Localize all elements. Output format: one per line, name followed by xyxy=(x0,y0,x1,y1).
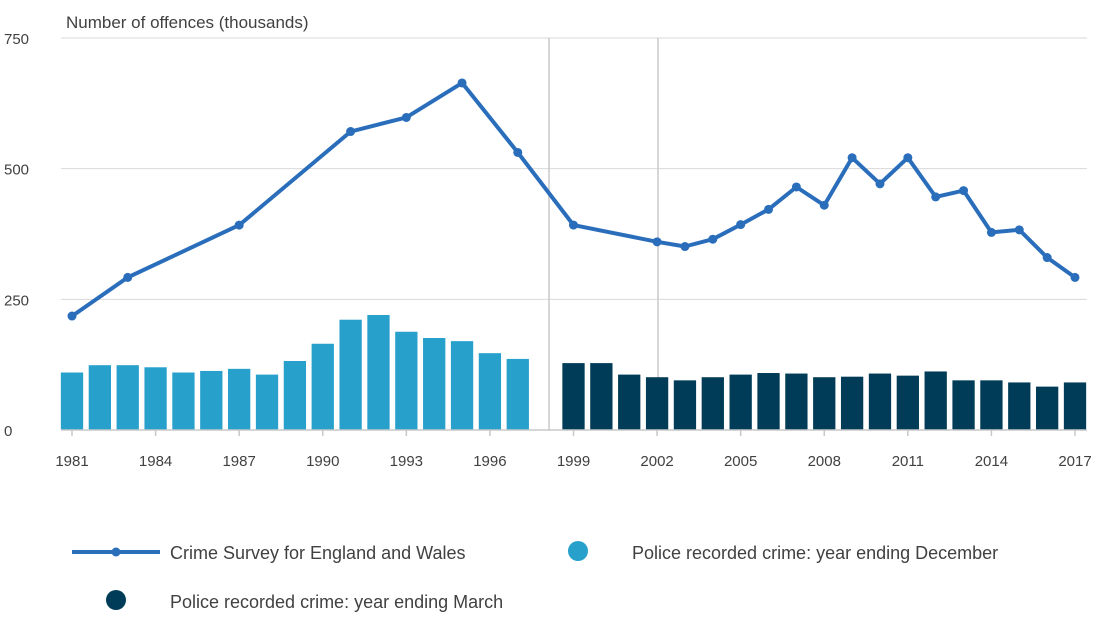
legend-label-survey: Crime Survey for England and Wales xyxy=(170,543,465,563)
bar-march-2015 xyxy=(1008,382,1031,430)
x-tick-label-1999: 1999 xyxy=(557,453,590,470)
bar-march-2006 xyxy=(757,373,780,430)
x-tick-label-1996: 1996 xyxy=(473,453,506,470)
bar-december-1986 xyxy=(200,370,223,430)
bar-march-2016 xyxy=(1035,386,1059,430)
legend-label-march: Police recorded crime: year ending March xyxy=(170,592,503,612)
survey-point-1997 xyxy=(513,147,523,157)
y-tick-label-250: 250 xyxy=(4,292,29,309)
bar-march-2013 xyxy=(952,380,975,430)
survey-point-2013 xyxy=(959,186,969,196)
survey-point-2003 xyxy=(680,242,690,252)
bar-march-2001 xyxy=(618,374,641,430)
survey-point-2004 xyxy=(708,234,718,244)
x-tick-label-2008: 2008 xyxy=(808,453,841,470)
legend-swatch-december xyxy=(568,541,588,561)
legend: Crime Survey for England and Wales Polic… xyxy=(72,541,998,612)
survey-point-1995 xyxy=(457,78,467,88)
y-tick-label-750: 750 xyxy=(4,31,29,48)
bar-december-1994 xyxy=(423,338,446,430)
survey-point-2007 xyxy=(791,182,801,192)
bar-march-2004 xyxy=(701,377,724,430)
bar-march-2009 xyxy=(840,376,864,430)
survey-point-1981 xyxy=(67,311,77,321)
bar-march-2014 xyxy=(980,380,1003,430)
survey-point-2008 xyxy=(819,200,829,210)
bar-march-2000 xyxy=(590,363,613,430)
line-series xyxy=(67,78,1080,321)
survey-point-2002 xyxy=(652,237,662,247)
bars xyxy=(60,315,1087,430)
bar-december-1983 xyxy=(116,365,139,430)
survey-point-2017 xyxy=(1070,272,1080,282)
survey-point-2016 xyxy=(1042,253,1052,263)
survey-point-2015 xyxy=(1014,225,1024,235)
bar-december-1989 xyxy=(283,361,307,430)
x-tick-label-1981: 1981 xyxy=(55,453,88,470)
bar-march-2003 xyxy=(673,380,697,430)
x-tick-label-1993: 1993 xyxy=(390,453,423,470)
survey-point-2011 xyxy=(903,153,913,163)
bar-december-1995 xyxy=(450,341,474,430)
survey-point-1983 xyxy=(123,272,133,282)
bar-march-2017 xyxy=(1063,382,1087,430)
bar-december-1991 xyxy=(339,319,362,430)
legend-item-survey[interactable]: Crime Survey for England and Wales xyxy=(72,543,465,563)
bar-december-1985 xyxy=(172,372,195,430)
legend-swatch-march xyxy=(106,590,126,610)
bar-december-1987 xyxy=(228,368,251,430)
x-tick-label-1987: 1987 xyxy=(222,453,255,470)
survey-line xyxy=(70,80,1077,319)
survey-point-1987 xyxy=(234,220,244,230)
x-tick-label-1984: 1984 xyxy=(139,453,172,470)
bar-march-2005 xyxy=(729,374,752,430)
legend-line-marker xyxy=(111,547,121,557)
survey-point-2005 xyxy=(736,220,746,230)
bar-december-1981 xyxy=(60,372,84,430)
bar-march-2002 xyxy=(645,377,669,430)
x-tick-label-2002: 2002 xyxy=(640,453,673,470)
legend-label-december: Police recorded crime: year ending Decem… xyxy=(632,543,998,563)
x-tick-label-2005: 2005 xyxy=(724,453,757,470)
bar-march-2011 xyxy=(896,375,919,430)
bar-march-1999 xyxy=(562,363,585,430)
y-tick-label-500: 500 xyxy=(4,162,29,179)
bar-december-1990 xyxy=(311,343,334,430)
x-tick-label-1990: 1990 xyxy=(306,453,339,470)
survey-point-2010 xyxy=(875,179,885,189)
survey-point-2012 xyxy=(931,192,941,202)
bar-march-2007 xyxy=(785,373,808,430)
bar-december-1992 xyxy=(367,315,390,430)
survey-point-1999 xyxy=(569,220,578,230)
survey-point-2009 xyxy=(847,153,857,163)
survey-point-1991 xyxy=(346,127,356,137)
x-tick-label-2014: 2014 xyxy=(975,453,1008,470)
bar-march-2010 xyxy=(868,373,892,430)
survey-point-2006 xyxy=(764,204,774,214)
legend-item-march[interactable]: Police recorded crime: year ending March xyxy=(106,590,503,612)
bar-december-1996 xyxy=(478,353,502,430)
bar-december-1993 xyxy=(395,331,418,430)
y-axis-title: Number of offences (thousands) xyxy=(66,13,309,32)
bar-march-2012 xyxy=(924,371,947,430)
bar-december-1997 xyxy=(506,358,529,430)
x-tick-label-2011: 2011 xyxy=(892,453,924,470)
x-tick-label-2017: 2017 xyxy=(1058,453,1091,470)
bar-december-1988 xyxy=(255,374,279,430)
survey-point-1993 xyxy=(401,112,411,122)
legend-item-december[interactable]: Police recorded crime: year ending Decem… xyxy=(568,541,998,563)
survey-point-2014 xyxy=(986,227,996,237)
bar-december-1984 xyxy=(144,367,167,430)
bar-march-2008 xyxy=(813,377,836,430)
bar-december-1982 xyxy=(88,365,112,430)
axes: 0 250 500 750 1981 1984 1987 1990 1993 1996 1999 20… xyxy=(4,31,1092,470)
y-tick-label-0: 0 xyxy=(4,423,12,440)
